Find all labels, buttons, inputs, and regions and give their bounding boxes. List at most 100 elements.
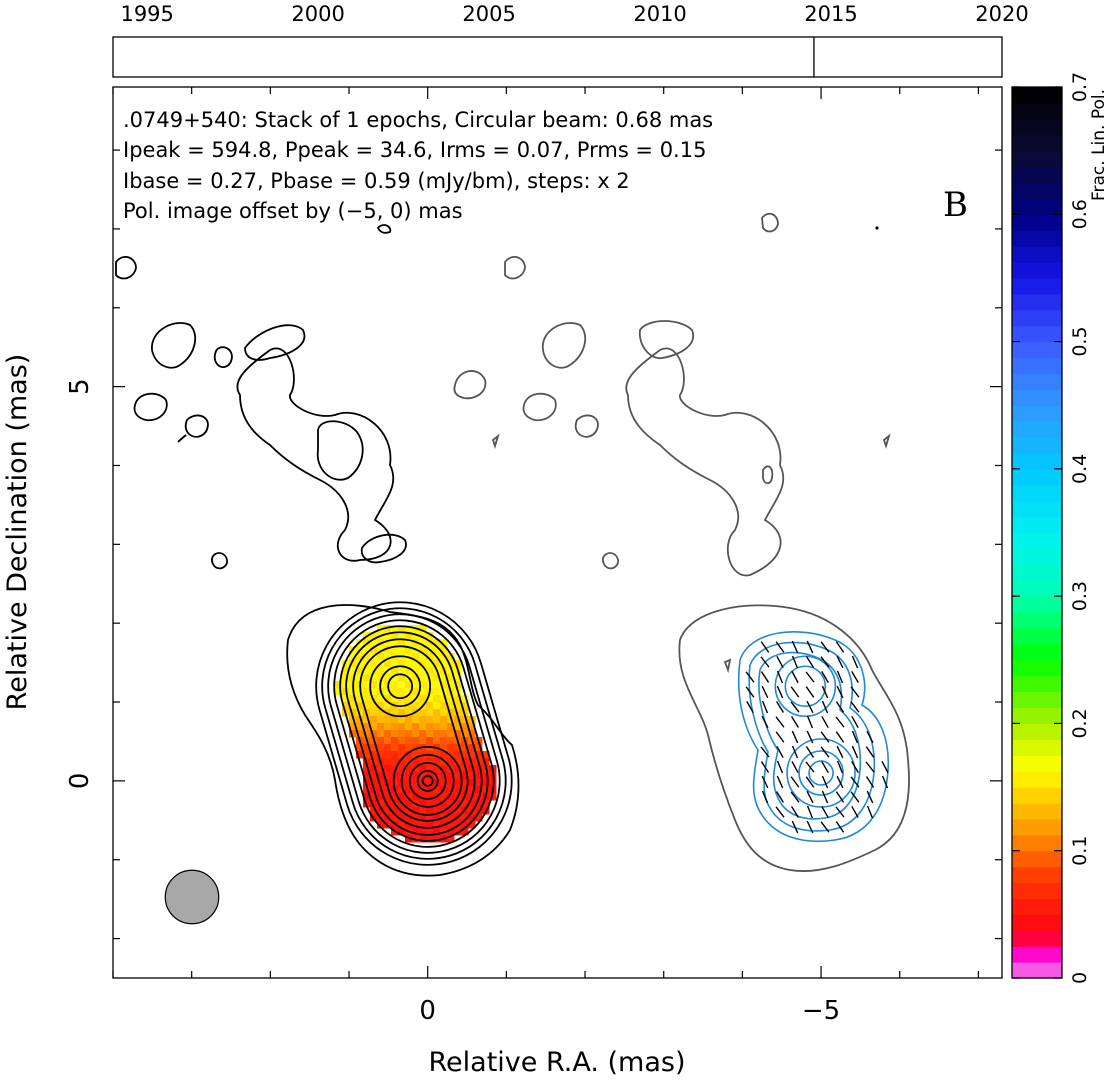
jet-contour [244,324,306,361]
fracpol-pixel [405,695,413,703]
colorbar-label: Frac. Lin. Pol. [1089,89,1109,201]
fracpol-pixel [398,758,406,766]
colorbar-tick-label: 0.1 [1069,836,1091,866]
fracpol-pixel [454,681,462,689]
fracpol-pixel [412,814,420,822]
fracpol-pixel [475,786,483,794]
fracpol-pixel [412,765,420,773]
fracpol-pixel [398,828,406,836]
fracpol-pixel [370,639,378,647]
evpa-stick [850,701,860,713]
info-line-1: .0749+540: Stack of 1 epochs, Circular b… [123,108,713,132]
fracpol-pixel [370,723,378,731]
evpa-stick [760,761,770,773]
fracpol-pixel [454,821,462,829]
fracpol-pixel [433,646,441,654]
evpa-stick [761,685,769,699]
colorbar-band [1012,675,1062,693]
fracpol-pixel [426,660,434,668]
fracpol-pixel [384,758,392,766]
fracpol-pixel [447,828,455,836]
info-line-2: Ipeak = 594.8, Ppeak = 34.6, Irms = 0.07… [123,138,706,162]
fracpol-pixel [482,779,490,787]
fracpol-pixel [454,828,462,836]
evpa-stick [760,671,770,683]
offset-jet-contour [762,465,774,485]
colorbar-band [1012,87,1062,104]
evpa-stick [820,821,830,833]
fracpol-pixel [426,702,434,710]
fracpol-pixel [363,695,371,703]
fracpol-pixel [412,793,420,801]
fracpol-pixel [342,702,350,710]
evpa-stick [851,730,859,744]
fracpol-pixel [440,765,448,773]
fracpol-pixel [398,639,406,647]
evpa-vectors [745,640,889,834]
fracpol-pixel [412,653,420,661]
fracpol-pixel [412,723,420,731]
fracpol-pixel [405,772,413,780]
evpa-stick [761,700,769,714]
colorbar-band [1012,866,1062,884]
fracpol-pixel [419,828,427,836]
fracpol-pixel [377,751,385,759]
fracpol-pixel [433,688,441,696]
fracpol-pixel [454,695,462,703]
fracpol-pixel [433,814,441,822]
evpa-stick [806,640,814,654]
fracpol-pixel [447,653,455,661]
fracpol-pixel [412,688,420,696]
fracpol-pixel [412,821,420,829]
restoring-beam [164,869,220,925]
fracpol-pixel [391,730,399,738]
evpa-stick [805,656,815,668]
colorbar-band [1012,612,1062,629]
jet-contour [376,224,392,234]
fracpol-pixel [419,807,427,815]
fracpol-pixel [363,730,371,738]
offset-jet-contour [504,255,526,280]
fracpol-pixel [440,702,448,710]
fracpol-pixel [426,765,434,773]
evpa-stick [865,761,875,773]
evpa-stick [836,685,844,699]
fracpol-pixel [461,779,469,787]
fracpol-pixel [461,758,469,766]
colorbar-band [1012,325,1062,343]
fracpol-pixel [412,660,420,668]
fracpol-pixel [370,681,378,689]
fracpol-pixel [349,653,357,661]
colorbar-band [1012,500,1062,518]
fracpol-pixel [412,632,420,640]
fracpol-pixel [405,793,413,801]
core-contour [339,625,489,842]
evpa-stick [775,716,785,728]
fracpol-pixel [475,814,483,822]
colorbar-band [1012,755,1062,772]
fracpol-pixel [440,709,448,717]
fracpol-pixel [356,716,364,724]
fracpol-pixel [433,737,441,745]
fracpol-pixel [426,800,434,808]
fracpol-pixel [447,674,455,682]
fracpol-pixel [356,751,364,759]
fracpol-pixel [461,695,469,703]
fracpol-pixel [454,702,462,710]
colorbar-band [1012,930,1062,947]
colorbar-band [1012,293,1062,311]
fracpol-pixel [363,800,371,808]
fracpol-pixel [412,807,420,815]
evpa-stick [806,805,814,819]
fracpol-pixel [426,695,434,703]
evpa-stick [806,730,814,744]
evpa-stick [866,730,874,744]
fracpol-pixel [405,744,413,752]
colorbar-band [1012,643,1062,661]
colorbar-tick-label: 0.2 [1069,708,1091,738]
evpa-stick [850,776,860,788]
fracpol-pixel [384,807,392,815]
x-tick-label: 0 [419,996,436,1026]
fracpol-pixel [356,667,364,675]
